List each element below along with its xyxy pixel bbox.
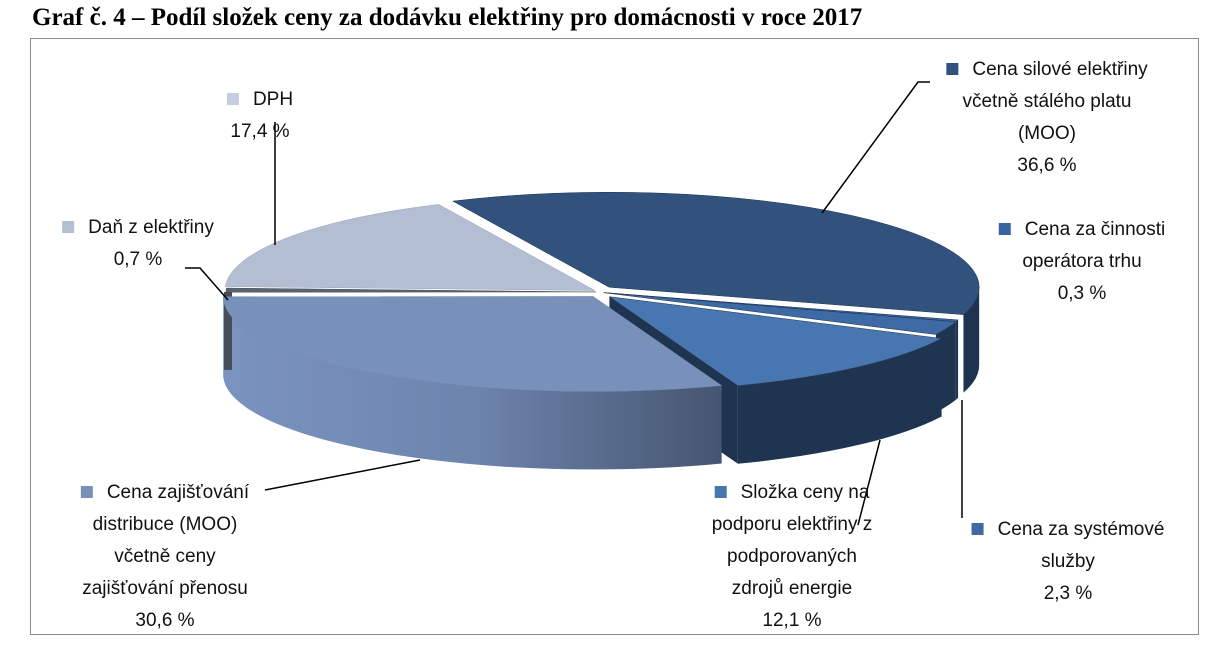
pie-slice-side (963, 287, 980, 393)
label-line: operátora trhu (1022, 251, 1142, 272)
label-line: (MOO) (1017, 123, 1077, 144)
label-line: podporovaných (727, 546, 857, 567)
pie-slice-side (737, 338, 942, 464)
label-dph: DPH 17,4 % (226, 84, 294, 148)
label-value: 36,6 % (1017, 155, 1077, 176)
legend-marker (80, 486, 93, 498)
pie-slice (609, 296, 943, 387)
label-value: 2,3 % (1043, 583, 1093, 604)
pie-slice-side (956, 319, 959, 400)
label-line: Cena zajišťování (106, 482, 250, 503)
pie-slice (222, 296, 723, 392)
label-value: 17,4 % (230, 121, 290, 142)
label-distribuce: Cena zajišťování distribuce (MOO) včetně… (80, 477, 250, 637)
legend-marker (62, 221, 75, 233)
label-line: včetně stálého platu (962, 91, 1132, 112)
label-podpora: Složka ceny na podporu elektřiny z podpo… (712, 477, 873, 637)
label-silova: Cena silové elektřiny včetně stálého pla… (946, 54, 1148, 182)
pie-slice-side (223, 296, 722, 470)
pie-slice-side (224, 291, 233, 370)
label-line: včetně ceny (114, 546, 216, 567)
legend-marker (714, 486, 727, 498)
label-line: distribuce (MOO) (92, 514, 238, 535)
legend-marker (971, 523, 984, 535)
label-line: služby (1041, 551, 1095, 572)
pie-slice (225, 204, 596, 291)
leader-line-silova (821, 81, 930, 214)
label-value: 0,3 % (1057, 283, 1107, 304)
label-value: 12,1 % (762, 610, 822, 631)
label-dan: Daň z elektřiny 0,7 % (62, 212, 214, 276)
chart-title: Graf č. 4 – Podíl složek ceny za dodávku… (32, 4, 863, 31)
label-line: Cena za činnosti (1024, 219, 1166, 240)
label-line: zdrojů energie (731, 578, 853, 599)
label-systemove: Cena za systémové služby 2,3 % (971, 514, 1165, 610)
label-value: 30,6 % (135, 610, 195, 631)
label-line: zajišťování přenosu (82, 578, 248, 599)
legend-marker (226, 93, 239, 105)
label-line: podporu elektřiny z (711, 514, 873, 535)
pie-slice (603, 292, 957, 335)
legend-marker (946, 63, 959, 75)
pie-slice (451, 191, 980, 315)
label-operator: Cena za činnosti operátora trhu 0,3 % (998, 214, 1166, 310)
pie-slice (225, 287, 597, 293)
chart-frame (30, 38, 1199, 635)
leader-line-distribuce (264, 459, 421, 491)
leader-line-dan (185, 267, 229, 301)
label-line: Cena za systémové (997, 519, 1165, 540)
label-line: Cena silové elektřiny (972, 59, 1148, 80)
legend-marker (998, 223, 1011, 235)
label-line: Daň z elektřiny (88, 217, 214, 238)
label-value: 0,7 % (113, 249, 163, 270)
leader-line-podpora (857, 439, 881, 526)
label-line: DPH (252, 89, 294, 110)
label-line: Složka ceny na (740, 482, 870, 503)
